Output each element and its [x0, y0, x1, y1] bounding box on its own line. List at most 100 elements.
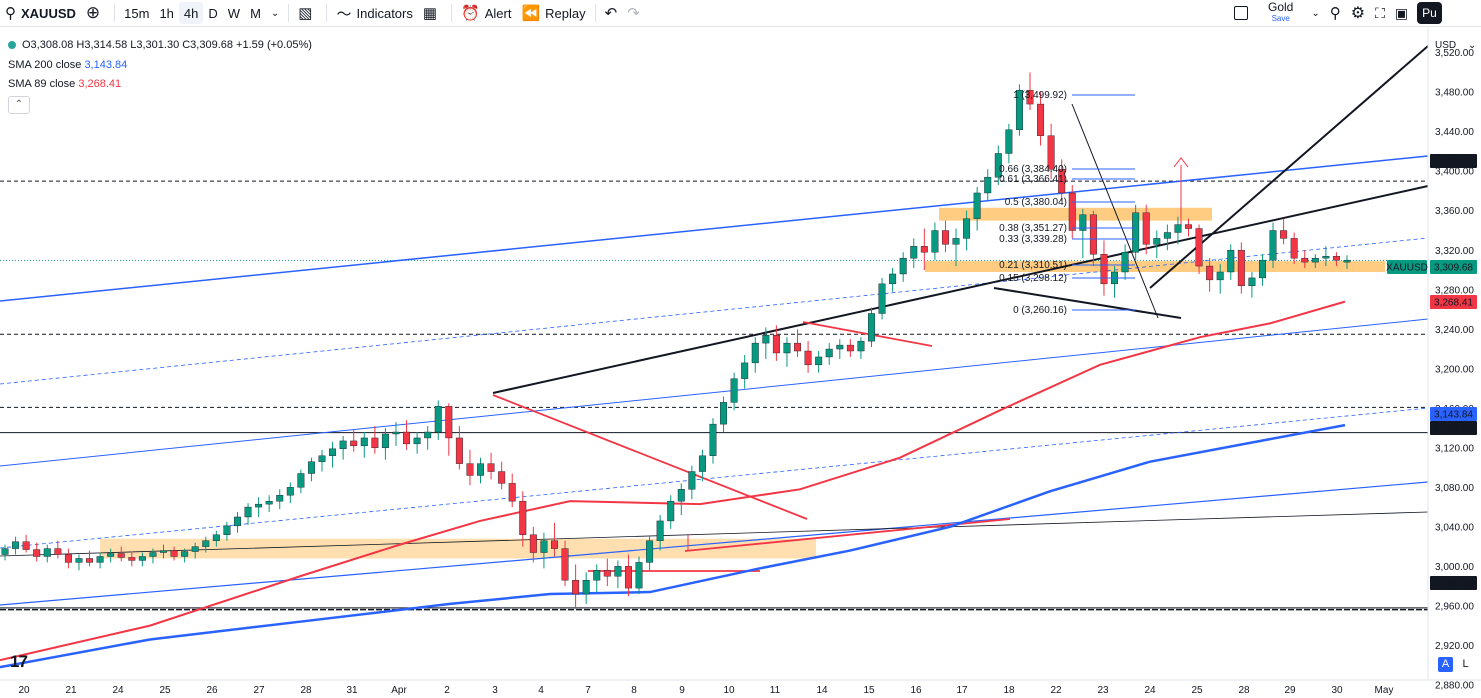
candle-body [889, 273, 897, 285]
candle-body [233, 516, 241, 527]
candle-body [212, 534, 220, 541]
candle [1206, 258, 1214, 292]
time-tick-label: 10 [723, 685, 735, 696]
candle-body [149, 552, 157, 557]
layout-button[interactable] [1229, 2, 1253, 24]
trend-base-line [0, 511, 1429, 557]
candle-body [540, 540, 548, 553]
replay-button[interactable]: ⏪ Replay [516, 2, 590, 24]
auto-scale-button[interactable]: A [1438, 657, 1453, 672]
candle-body [519, 500, 527, 535]
fib-level-label: 0.33 (3,339.28) [999, 234, 1067, 245]
sma89-row[interactable]: SMA 89 close 3,268.41 [8, 75, 312, 95]
candle [170, 546, 178, 561]
fullscreen-button[interactable]: ⛶ [1370, 2, 1390, 24]
interval-dropdown[interactable]: ⌄ [266, 2, 284, 24]
fullscreen-icon: ⛶ [1375, 4, 1385, 21]
chart-type-button[interactable]: ▧ [293, 2, 322, 24]
price-tick-label: 3,040.00 [1435, 522, 1474, 533]
quick-search-button[interactable]: ⚲ [1325, 2, 1346, 24]
candle [191, 542, 199, 559]
candle-body [170, 550, 178, 557]
publish-button[interactable]: Pu [1417, 2, 1442, 24]
candle [1343, 255, 1351, 270]
candle [117, 546, 125, 562]
candle-body [1089, 214, 1097, 255]
candle [963, 210, 971, 251]
interval-d[interactable]: D [208, 5, 218, 21]
settings-button[interactable]: ⚙ [1346, 2, 1370, 24]
price-label-text: XAUUSD [1386, 263, 1428, 274]
symbol-search[interactable]: ⚲ XAUUSD [0, 2, 81, 24]
interval-m[interactable]: M [250, 5, 261, 21]
candle [487, 452, 495, 480]
candle [783, 337, 791, 367]
candle [1322, 246, 1330, 267]
candle-body [1343, 259, 1351, 263]
candle [350, 430, 358, 452]
candle-body [286, 487, 294, 496]
candle-body [1269, 230, 1277, 261]
candle [572, 564, 580, 609]
candle-body [941, 230, 949, 245]
time-tick-label: 11 [770, 685, 781, 696]
candle [329, 441, 337, 468]
price-tick-label: 3,320.00 [1435, 246, 1474, 257]
candle [128, 551, 136, 567]
candle [973, 187, 981, 231]
time-tick-label: 4 [538, 685, 544, 696]
interval-1h[interactable]: 1h [159, 5, 174, 21]
indicators-button[interactable]: 〜 Indicators [331, 2, 417, 24]
redo-button[interactable]: ↷ [622, 2, 645, 24]
candle [1195, 224, 1203, 274]
price-label-box [1430, 407, 1477, 421]
candle [751, 337, 759, 373]
interval-15m[interactable]: 15m [124, 5, 150, 21]
interval-4h[interactable]: 4h [178, 2, 204, 24]
sma200-row[interactable]: SMA 200 close 3,143.84 [8, 56, 312, 76]
decline-line [1071, 103, 1159, 319]
candle [677, 483, 685, 515]
legend-collapse-button[interactable]: ⌃ [8, 96, 30, 114]
candle-body [22, 541, 30, 550]
price-label-box [1430, 295, 1477, 309]
time-tick-label: 2 [444, 685, 450, 696]
candle-body [96, 556, 104, 563]
candle [64, 548, 72, 569]
watchlist-name[interactable]: Gold Save [1263, 1, 1298, 24]
candle [1005, 123, 1013, 164]
wedge-breakout-line [1149, 45, 1429, 289]
undo-button[interactable]: ↶ [600, 2, 623, 24]
log-scale-button[interactable]: L [1462, 658, 1469, 670]
candle [1280, 218, 1288, 245]
candle [233, 512, 241, 533]
candles-layer [1, 72, 1351, 609]
candle [477, 457, 484, 484]
compare-button[interactable]: ⊕ [81, 2, 110, 24]
candle-body [12, 541, 20, 549]
alert-button[interactable]: ⏰ Alert [456, 2, 516, 24]
time-tick-label: 8 [631, 685, 637, 696]
time-tick-label: Apr [391, 685, 407, 696]
candle-body [1227, 250, 1235, 273]
price-tick-label: 2,960.00 [1435, 601, 1474, 612]
channel-upper-line [0, 155, 1429, 302]
time-tick-label: 18 [1003, 685, 1015, 696]
time-tick-label: 23 [1097, 685, 1109, 696]
interval-w[interactable]: W [227, 5, 241, 21]
candle-body [1005, 129, 1013, 154]
candle-body [1015, 90, 1023, 130]
candle [582, 572, 590, 604]
templates-button[interactable]: ▦ [418, 2, 447, 24]
candle-body [508, 483, 516, 502]
sma89-value: 3,268.41 [78, 78, 122, 90]
channel-dashed-line [0, 237, 1429, 385]
watchlist-dropdown[interactable]: ⌄ [1306, 2, 1324, 24]
candle [878, 277, 886, 320]
candle-body [1037, 103, 1045, 136]
snapshot-button[interactable]: ▣ [1390, 2, 1413, 24]
candle-body [551, 540, 558, 549]
time-tick-label: 28 [300, 685, 312, 696]
sma200-value: 3,143.84 [84, 58, 128, 71]
